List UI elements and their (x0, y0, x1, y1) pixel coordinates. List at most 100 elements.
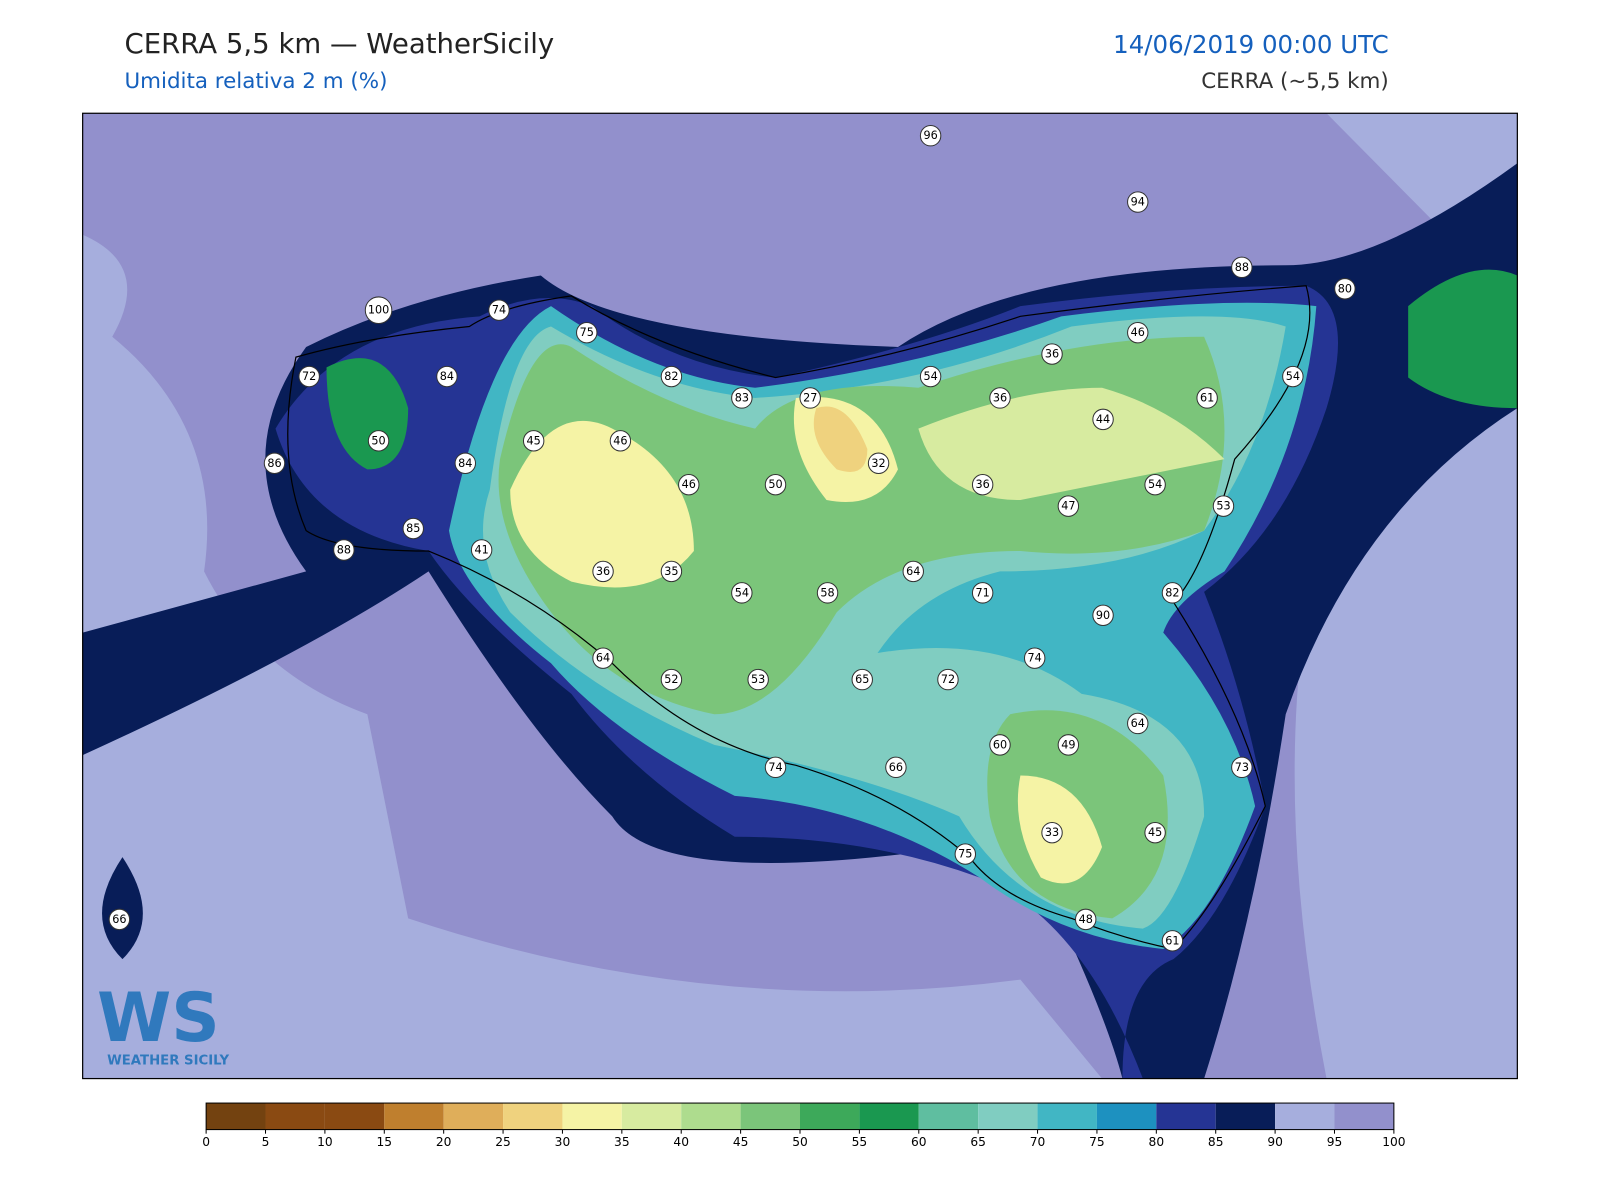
station-value: 65 (855, 673, 869, 686)
colorbar-tick-label: 15 (376, 1135, 392, 1149)
station-marker (1127, 321, 1149, 344)
station-value: 46 (1131, 326, 1145, 339)
station-value: 66 (889, 761, 903, 774)
station-value: 96 (923, 129, 937, 142)
station-marker (660, 668, 683, 691)
station-value: 84 (458, 457, 472, 470)
station-marker (1231, 256, 1253, 279)
colorbar-tick-label: 100 (1382, 1135, 1405, 1149)
station-value: 61 (1200, 391, 1214, 404)
station-marker (731, 582, 753, 604)
station-value: 74 (768, 761, 782, 774)
station-value: 52 (664, 673, 678, 686)
station-value: 32 (871, 457, 885, 470)
station-marker (333, 539, 355, 561)
station-marker (108, 908, 131, 931)
station-value: 58 (820, 586, 834, 599)
station-value: 41 (474, 544, 488, 557)
colorbar-swatch (265, 1103, 325, 1130)
colorbar-tick-label: 60 (911, 1135, 927, 1149)
station-value: 74 (1028, 652, 1042, 665)
colorbar-tick-label: 80 (1149, 1135, 1165, 1149)
colorbar-tick-label: 35 (614, 1135, 630, 1149)
station-value: 33 (1045, 826, 1059, 839)
station-marker (1092, 604, 1114, 627)
station-value: 45 (1148, 826, 1162, 839)
station-marker (989, 734, 1011, 756)
station-marker (1057, 495, 1080, 517)
station-marker (971, 582, 994, 604)
station-marker (1127, 712, 1149, 735)
colorbar-swatch (740, 1103, 800, 1130)
station-marker (488, 299, 510, 321)
station-value: 88 (337, 544, 351, 557)
station-value: 85 (406, 522, 420, 535)
station-marker (1161, 582, 1184, 604)
colorbar-swatch (384, 1103, 444, 1130)
station-marker (298, 365, 320, 388)
colorbar-tick-label: 5 (262, 1135, 270, 1149)
colorbar-swatch (1334, 1103, 1394, 1130)
station-value: 72 (941, 673, 955, 686)
station-value: 47 (1061, 500, 1075, 513)
station-marker (454, 452, 477, 474)
station-marker (678, 473, 700, 496)
station-marker (1161, 930, 1184, 952)
station-value: 64 (1131, 717, 1145, 730)
station-value: 50 (371, 434, 385, 447)
station-marker (1041, 821, 1063, 844)
station-marker (919, 365, 942, 388)
station-value: 36 (976, 478, 990, 491)
station-value: 48 (1079, 913, 1093, 926)
station-marker (1023, 647, 1046, 669)
colorbar-tick-label: 10 (317, 1135, 333, 1149)
colorbar-tick-label: 20 (436, 1135, 452, 1149)
colorbar-tick-label: 70 (1030, 1135, 1046, 1149)
station-value: 36 (1045, 348, 1059, 361)
station-value: 71 (976, 586, 990, 599)
title: CERRA 5,5 km — WeatherSicily (124, 28, 554, 60)
station-value: 36 (596, 565, 610, 578)
colorbar-tick-label: 40 (673, 1135, 689, 1149)
station-marker (592, 560, 614, 583)
station-marker (764, 756, 787, 779)
model-label: CERRA (~5,5 km) (1201, 69, 1389, 94)
station-value: 64 (596, 652, 610, 665)
station-marker (470, 539, 493, 561)
colorbar-swatch (800, 1103, 860, 1130)
colorbar-swatch (562, 1103, 622, 1130)
colorbar-swatch (918, 1103, 979, 1130)
station-value: 61 (1165, 934, 1179, 947)
station-marker (522, 430, 545, 452)
station-marker (1127, 191, 1149, 213)
colorbar-tick-label: 85 (1208, 1135, 1224, 1149)
station-marker (592, 647, 614, 669)
stations: 96 94 88 80 100 74 75 46 36 72 84 82 54 83 27 36 61 54 44 5… (108, 125, 1356, 952)
station-marker (1144, 821, 1166, 844)
station-marker (1212, 495, 1235, 517)
station-value: 74 (492, 304, 506, 317)
station-value: 88 (1235, 261, 1249, 274)
coastline (287, 285, 1311, 950)
colorbar: 0 5 10 15 20 25 30 35 40 45 50 55 60 65 70 75 80 85 90 95 10… (202, 1102, 1406, 1149)
station-value: 53 (1216, 500, 1230, 513)
colorbar-swatch (1275, 1103, 1335, 1130)
station-marker (660, 560, 683, 583)
station-value: 50 (768, 478, 782, 491)
station-value: 54 (923, 370, 937, 383)
station-value: 36 (993, 391, 1007, 404)
station-marker (954, 843, 977, 865)
colorbar-swatch (1156, 1103, 1216, 1130)
station-marker (1144, 473, 1166, 496)
station-value: 82 (1165, 586, 1179, 599)
colorbar-swatch (503, 1103, 563, 1130)
date: 14/06/2019 00:00 UTC (1113, 30, 1389, 59)
station-marker (436, 365, 458, 388)
station-value: 60 (993, 738, 1007, 751)
colorbar-swatch (1096, 1103, 1157, 1130)
station-value: 44 (1096, 413, 1110, 426)
station-marker (764, 473, 787, 496)
station-marker (1075, 908, 1097, 931)
